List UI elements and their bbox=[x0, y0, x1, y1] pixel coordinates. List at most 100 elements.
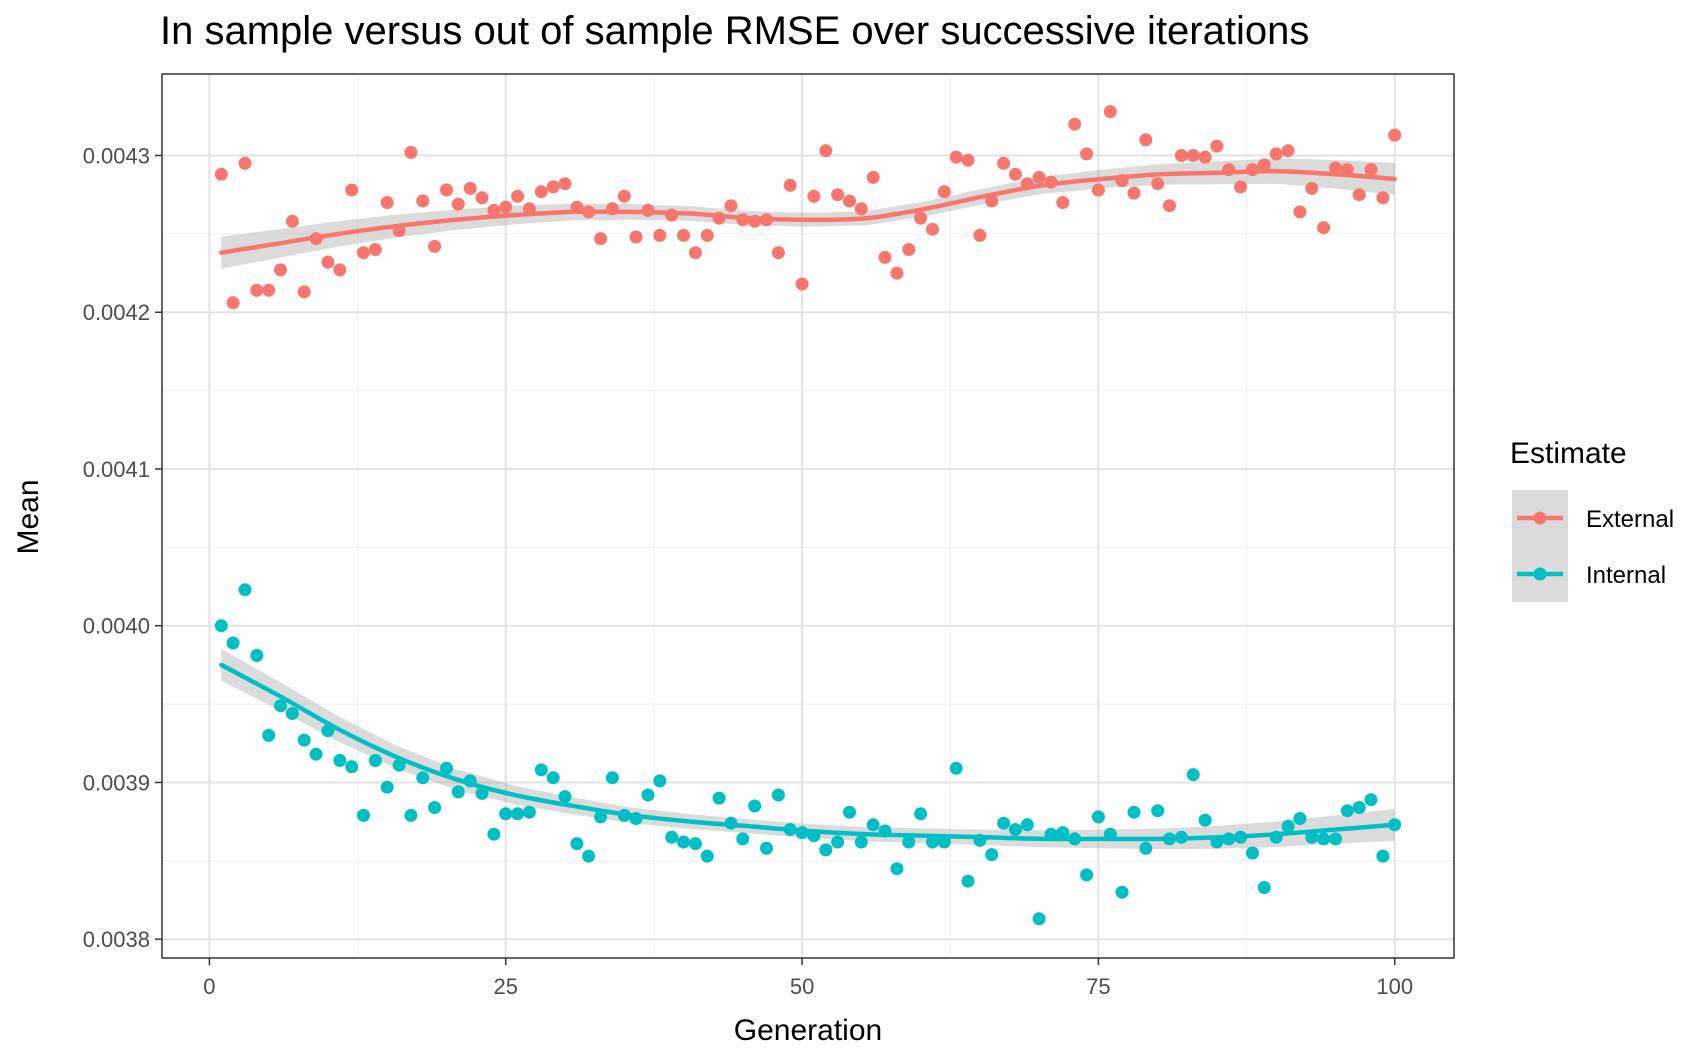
internal-point bbox=[760, 841, 773, 855]
internal-point bbox=[297, 733, 311, 747]
internal-point bbox=[688, 837, 702, 851]
external-point bbox=[629, 230, 643, 244]
internal-point bbox=[428, 801, 442, 814]
internal-point bbox=[700, 849, 714, 863]
external-point bbox=[1317, 221, 1331, 235]
internal-point bbox=[309, 747, 323, 761]
internal-point bbox=[1281, 819, 1295, 833]
internal-point bbox=[677, 835, 690, 849]
internal-point bbox=[357, 808, 370, 822]
internal-point bbox=[333, 754, 347, 767]
external-point bbox=[617, 189, 631, 203]
external-point bbox=[926, 222, 939, 236]
external-point bbox=[1198, 150, 1212, 164]
external-trend-line bbox=[219, 168, 1397, 255]
internal-point bbox=[440, 761, 453, 775]
external-point bbox=[1032, 170, 1046, 184]
external-point bbox=[1281, 144, 1295, 158]
external-point bbox=[357, 246, 370, 260]
legend-title: Estimate bbox=[1510, 437, 1627, 470]
internal-point bbox=[748, 799, 762, 813]
external-point bbox=[1103, 105, 1117, 119]
external-point bbox=[1352, 188, 1366, 202]
external-point bbox=[1376, 191, 1390, 205]
internal-point bbox=[487, 827, 501, 841]
external-point bbox=[724, 199, 738, 213]
internal-point bbox=[1020, 818, 1034, 832]
external-point bbox=[321, 255, 335, 269]
external-point bbox=[1364, 163, 1378, 177]
data-points bbox=[214, 105, 1402, 926]
external-point bbox=[854, 202, 868, 216]
external-point bbox=[1293, 205, 1307, 219]
internal-point bbox=[1293, 812, 1307, 825]
external-point bbox=[866, 170, 880, 184]
internal-point bbox=[238, 583, 252, 597]
external-point bbox=[1139, 133, 1153, 147]
y-tick-label: 0.0040 bbox=[83, 614, 150, 639]
external-point bbox=[416, 194, 430, 208]
external-point bbox=[238, 156, 252, 170]
external-point bbox=[1234, 180, 1248, 194]
external-point bbox=[688, 246, 702, 260]
internal-point bbox=[1329, 832, 1342, 846]
external-point bbox=[380, 196, 394, 209]
internal-point bbox=[1340, 804, 1354, 818]
external-point bbox=[1151, 177, 1165, 191]
internal-point bbox=[570, 837, 584, 851]
external-point bbox=[546, 180, 560, 194]
external-point bbox=[1008, 167, 1022, 181]
external-point bbox=[831, 188, 845, 202]
external-point bbox=[368, 243, 382, 256]
internal-point bbox=[843, 805, 856, 819]
external-point bbox=[440, 183, 453, 197]
external-point bbox=[487, 203, 501, 217]
external-point bbox=[843, 194, 856, 208]
internal-point bbox=[522, 805, 536, 819]
internal-point bbox=[250, 649, 264, 662]
internal-point bbox=[594, 810, 608, 824]
external-point bbox=[973, 228, 987, 242]
internal-point bbox=[997, 816, 1011, 830]
external-point bbox=[677, 228, 690, 242]
external-point bbox=[534, 185, 548, 199]
internal-point bbox=[1008, 823, 1022, 836]
internal-legend-label: Internal bbox=[1586, 562, 1666, 589]
x-tick-label: 25 bbox=[494, 974, 518, 999]
external-point bbox=[653, 228, 667, 242]
external-point bbox=[451, 197, 465, 211]
external-point bbox=[1305, 181, 1319, 195]
external-legend-key-point bbox=[1533, 511, 1547, 525]
x-tick-label: 75 bbox=[1086, 974, 1110, 999]
x-tick-label: 100 bbox=[1376, 974, 1413, 999]
x-axis-title: Generation bbox=[734, 1014, 882, 1047]
trend-lines bbox=[219, 168, 1397, 842]
internal-point bbox=[499, 807, 513, 821]
external-point bbox=[902, 243, 916, 256]
external-point bbox=[1174, 149, 1188, 162]
y-tick-label: 0.0038 bbox=[83, 927, 150, 952]
axes: 0 25 50 75 100 0.0038 0.0039 0.0040 0.0041 0.0042… bbox=[83, 144, 1413, 999]
internal-point bbox=[736, 832, 750, 846]
external-legend-label: External bbox=[1586, 506, 1674, 533]
internal-point bbox=[1151, 804, 1165, 818]
external-point bbox=[428, 239, 442, 253]
internal-point bbox=[866, 818, 880, 832]
internal-point bbox=[262, 728, 276, 742]
internal-point bbox=[914, 807, 928, 821]
internal-point bbox=[285, 707, 299, 720]
internal-trend-line bbox=[219, 662, 1397, 842]
internal-point bbox=[368, 754, 382, 767]
external-point bbox=[475, 191, 489, 205]
external-point bbox=[594, 232, 608, 246]
external-point bbox=[961, 153, 975, 167]
internal-point bbox=[1376, 849, 1390, 863]
external-point bbox=[795, 277, 809, 291]
external-point bbox=[1056, 196, 1070, 209]
y-tick-label: 0.0039 bbox=[83, 770, 150, 795]
external-point bbox=[250, 283, 264, 297]
internal-point bbox=[511, 807, 525, 821]
chart-title: In sample versus out of sample RMSE over… bbox=[160, 9, 1309, 53]
internal-point bbox=[1198, 813, 1212, 827]
internal-point bbox=[949, 761, 963, 775]
